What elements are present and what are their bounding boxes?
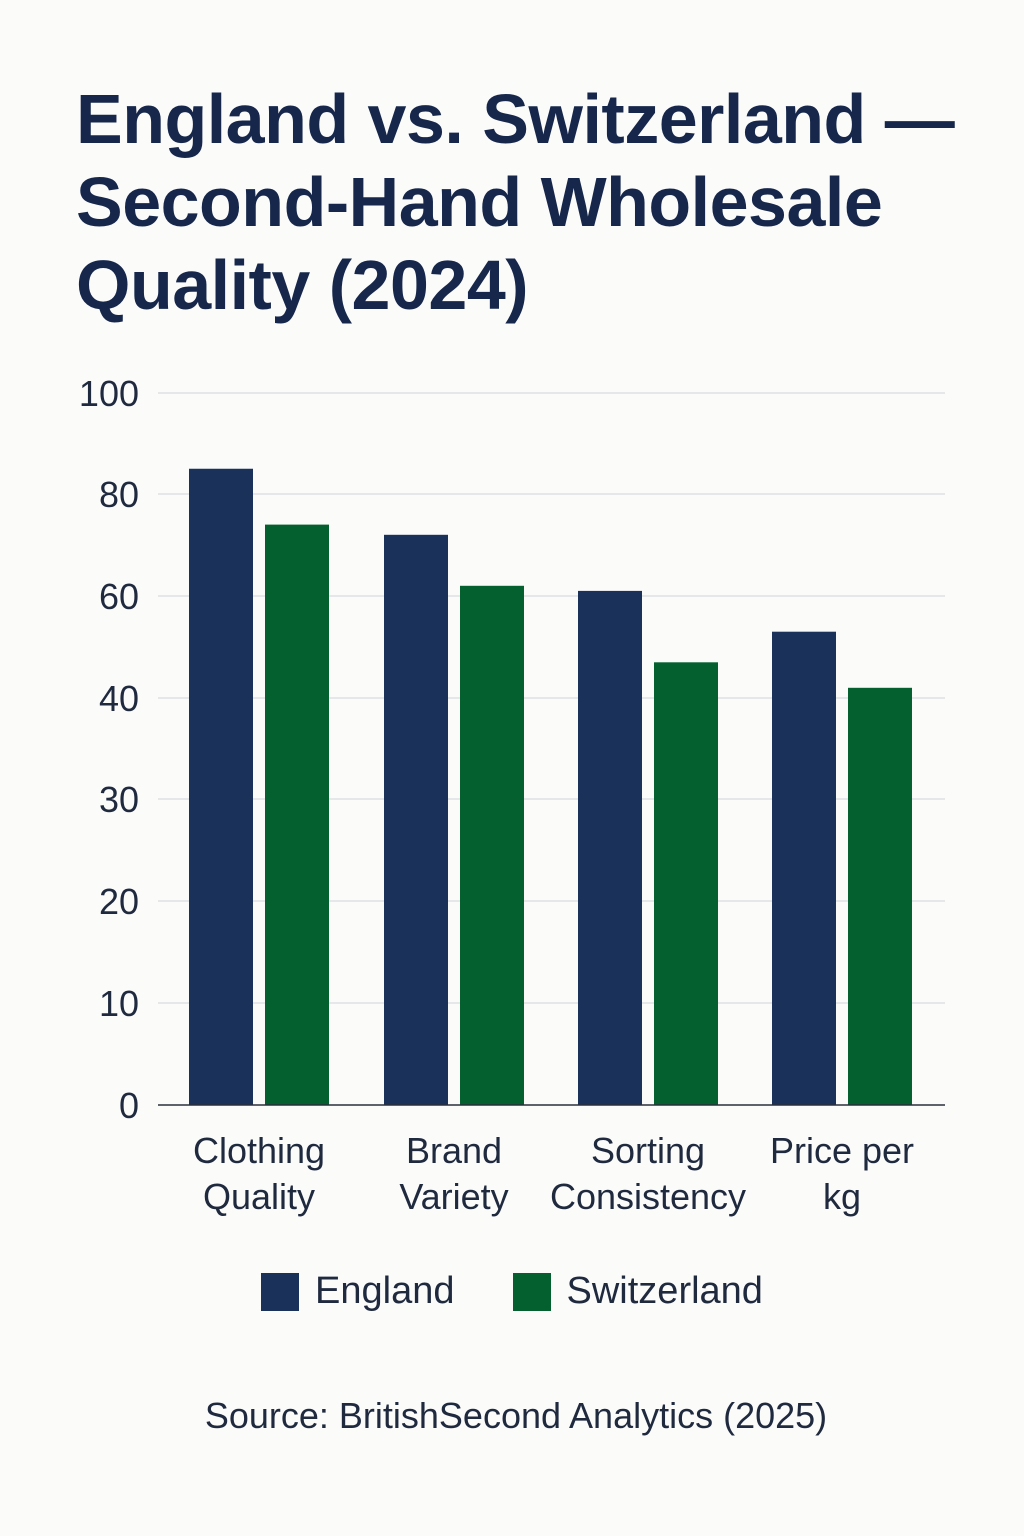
x-tick-label: Brand [406, 1130, 502, 1171]
legend-swatch-switzerland [512, 1272, 551, 1311]
bar-chart: 0 10 20 30 40 60 80 100 Clothing Quality Brand Var… [79, 373, 945, 1217]
bar-switzerland-0 [265, 524, 329, 1105]
legend-label-england: England [315, 1270, 455, 1312]
x-tick-label: Quality [203, 1176, 315, 1217]
x-tick-label: Consistency [550, 1176, 746, 1217]
bar-switzerland-2 [654, 662, 718, 1105]
bar-switzerland-3 [848, 687, 912, 1105]
y-tick-label: 80 [99, 474, 139, 515]
x-tick-label: Clothing [193, 1130, 325, 1171]
y-axis-ticks: 0 10 20 30 40 60 80 100 [79, 373, 139, 1126]
bar-england-1 [384, 534, 448, 1105]
y-tick-label: 10 [99, 983, 139, 1024]
legend-swatch-england [261, 1272, 300, 1311]
source-note: Source: BritishSecond Analytics (2025) [204, 1395, 828, 1436]
legend-item-switzerland: Switzerland [512, 1270, 763, 1313]
x-tick-label: Sorting [591, 1130, 705, 1171]
legend: England Switzerland [0, 1270, 1024, 1313]
x-tick-label: Variety [399, 1176, 508, 1217]
legend-item-england: England [261, 1270, 455, 1313]
bar-switzerland-1 [460, 585, 524, 1105]
y-tick-label: 100 [79, 373, 139, 414]
bar-england-2 [578, 590, 642, 1105]
legend-label-switzerland: Switzerland [566, 1270, 763, 1312]
chart-title: England vs. Switzerland — Second-Hand Wh… [76, 80, 955, 324]
y-tick-label: 40 [99, 678, 139, 719]
bar-england-3 [772, 631, 836, 1105]
x-axis-ticks: Clothing Quality Brand Variety Sorting Consis… [193, 1130, 914, 1217]
bars [189, 468, 912, 1105]
y-tick-label: 0 [119, 1085, 139, 1126]
bar-england-0 [189, 468, 253, 1105]
y-tick-label: 20 [99, 881, 139, 922]
x-tick-label: kg [823, 1176, 861, 1217]
y-tick-label: 30 [99, 779, 139, 820]
y-tick-label: 60 [99, 576, 139, 617]
x-tick-label: Price per [770, 1130, 914, 1171]
